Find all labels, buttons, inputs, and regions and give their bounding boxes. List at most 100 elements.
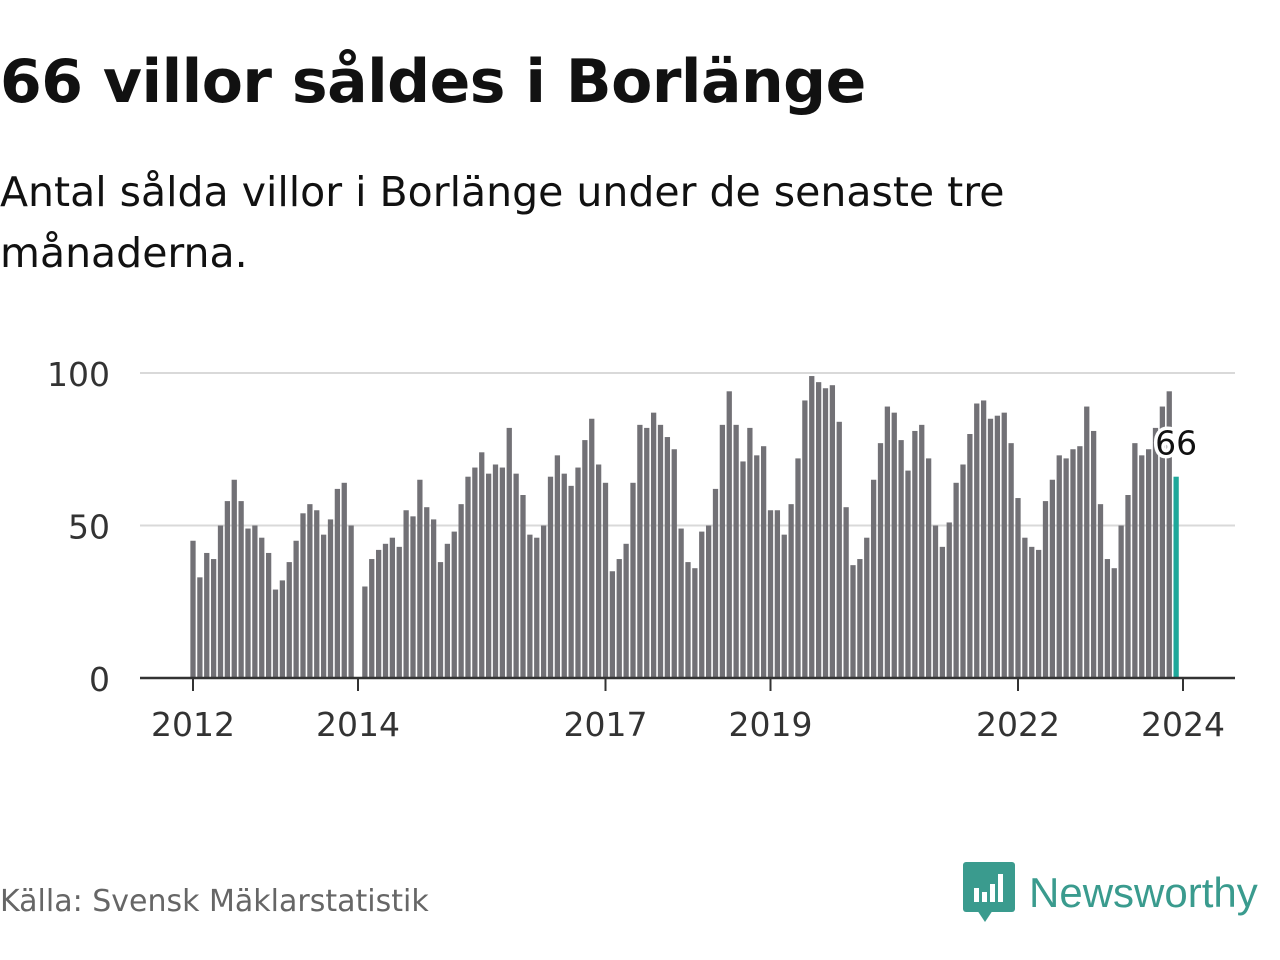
bar (307, 504, 313, 678)
bar (953, 482, 959, 678)
bar (272, 589, 279, 678)
bar (1029, 546, 1035, 678)
bar (692, 568, 698, 678)
bar (1008, 443, 1014, 678)
bar (877, 443, 884, 678)
x-tick-label: 2017 (564, 705, 648, 744)
bar (561, 473, 567, 678)
bar (210, 559, 217, 678)
bar (479, 452, 485, 678)
bar (217, 525, 224, 678)
bar (747, 427, 753, 678)
bar (451, 531, 457, 678)
bar-chart: 0 50 100 2012 2014 2017 2019 2022 2024 66 (47, 355, 1235, 744)
bar (472, 467, 478, 678)
chart-title: 66 villor såldes i Borlänge (0, 47, 866, 117)
bar (1049, 479, 1056, 678)
bar (279, 580, 286, 678)
bar (891, 412, 897, 678)
bar (527, 534, 533, 678)
bar (884, 406, 891, 678)
bar (430, 519, 437, 678)
bar (1152, 427, 1159, 678)
bar (293, 540, 299, 678)
bar (967, 434, 973, 678)
bar (870, 479, 877, 678)
bar (1145, 449, 1152, 678)
bar (616, 559, 622, 678)
bar (1063, 458, 1069, 678)
bar (492, 464, 499, 678)
bar (437, 562, 444, 678)
bar (802, 400, 808, 678)
bar (197, 577, 203, 678)
newsworthy-logo[interactable]: Newsworthy (963, 862, 1258, 924)
bar (980, 400, 987, 678)
bar (705, 525, 712, 678)
bar (987, 418, 994, 678)
bar (396, 546, 402, 678)
brand-name: Newsworthy (1029, 869, 1258, 916)
bar (465, 476, 471, 678)
bar (568, 485, 574, 678)
bar (204, 552, 210, 678)
x-tick-label: 2012 (151, 705, 235, 744)
bar (1118, 525, 1124, 678)
bar (1001, 412, 1007, 678)
bar (829, 385, 836, 678)
y-tick-label: 50 (68, 508, 110, 547)
bar (809, 376, 815, 678)
bar (265, 552, 272, 678)
bar (190, 540, 196, 678)
bar (905, 470, 911, 678)
bar (960, 464, 966, 678)
bar (650, 412, 657, 678)
bar (369, 559, 375, 678)
bar (1159, 406, 1166, 678)
bar (444, 543, 451, 678)
bar (1084, 406, 1090, 678)
bar (1090, 430, 1097, 678)
bar (774, 510, 781, 678)
bar (252, 525, 258, 678)
last-value-label: 66 (1155, 424, 1197, 463)
bar (974, 403, 980, 678)
bar (815, 382, 822, 678)
bar (630, 482, 636, 678)
bar (740, 461, 746, 678)
bar (286, 562, 292, 678)
bar (843, 507, 849, 678)
bar (320, 534, 327, 678)
x-tick-label: 2024 (1141, 705, 1225, 744)
bar (637, 424, 643, 678)
bar (898, 440, 904, 678)
bar (1111, 568, 1117, 678)
bar (424, 507, 430, 678)
bar (499, 467, 506, 678)
bar (733, 424, 739, 678)
bar (1097, 504, 1104, 678)
bar (327, 519, 334, 678)
bar (520, 495, 526, 678)
bar (595, 464, 602, 678)
bar (417, 479, 423, 678)
bar (259, 537, 265, 678)
bar (685, 562, 691, 678)
bar (547, 476, 554, 678)
bar (245, 528, 251, 678)
bar (1139, 455, 1145, 678)
bar (224, 501, 231, 678)
bar (939, 546, 946, 678)
bar (994, 415, 1001, 678)
bar (513, 473, 519, 678)
bar (554, 455, 561, 678)
bar (1132, 443, 1138, 678)
bar (1042, 501, 1049, 678)
bar (341, 482, 347, 678)
newsworthy-logo-icon (963, 862, 1015, 922)
bar (946, 522, 952, 678)
bar (1173, 476, 1179, 678)
bar (403, 510, 409, 678)
bar (671, 449, 677, 678)
bar (382, 543, 389, 678)
